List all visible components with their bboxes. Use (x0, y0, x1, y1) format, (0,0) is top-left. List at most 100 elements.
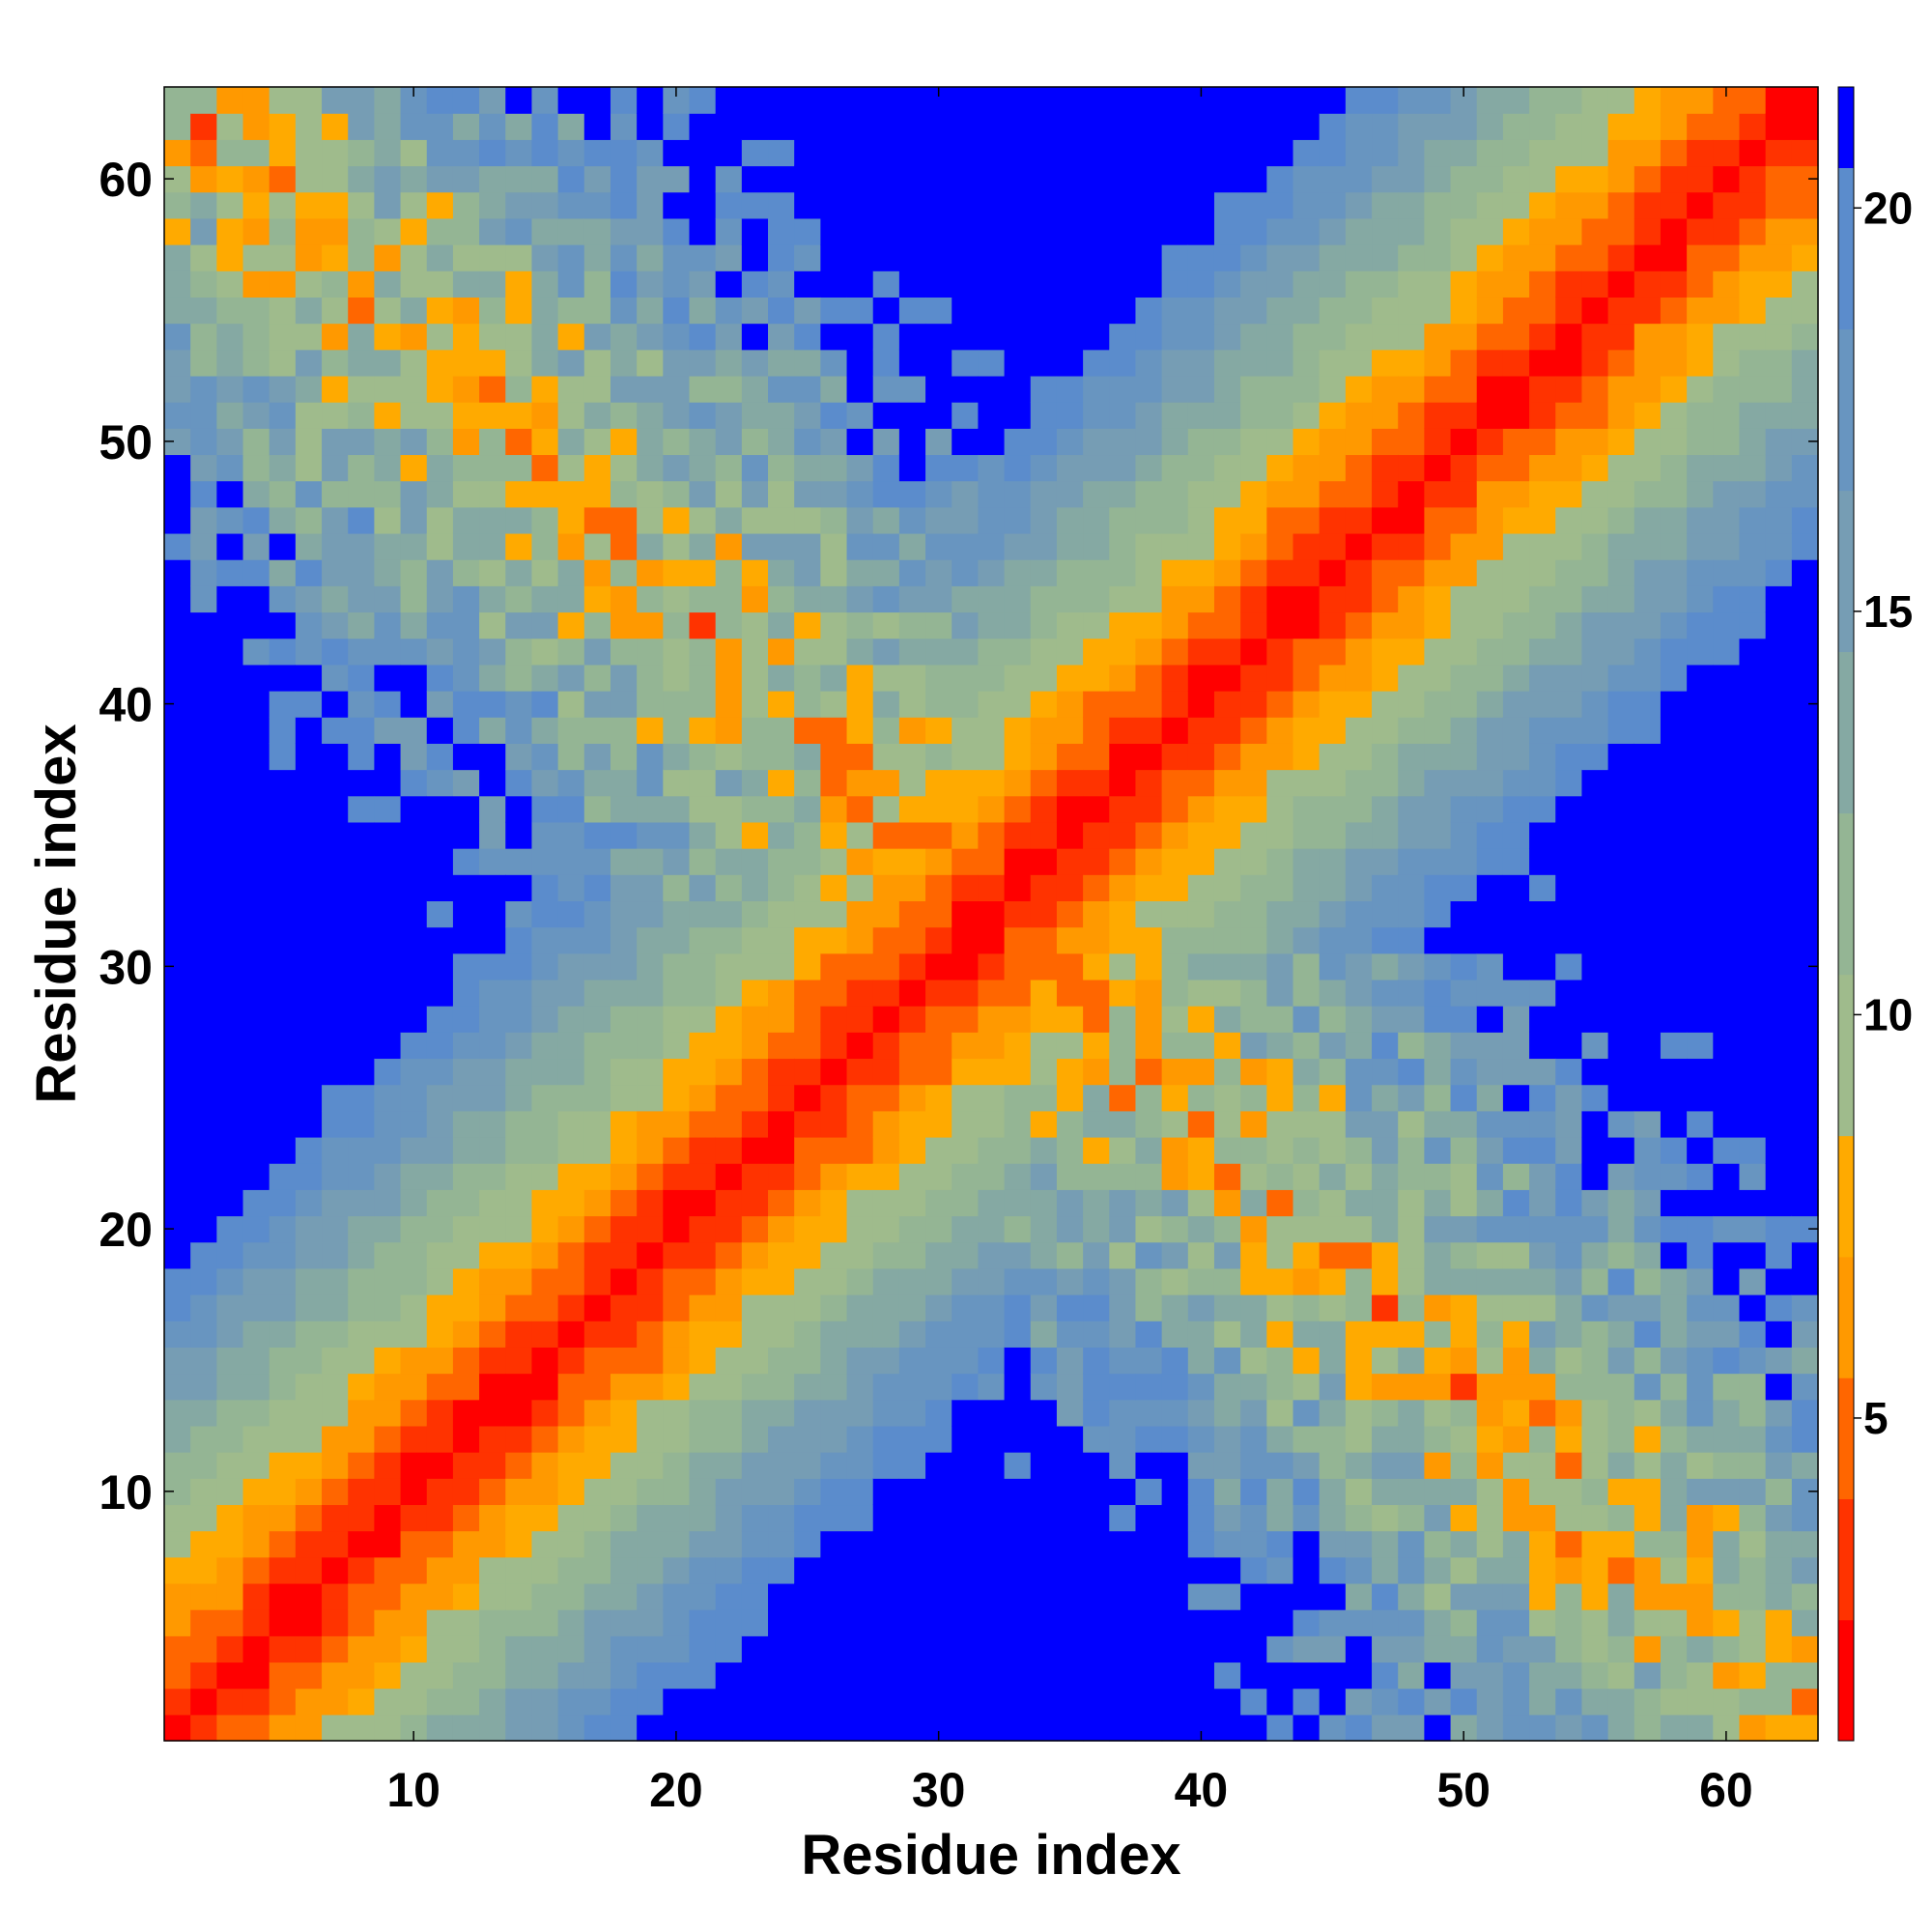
heatmap-cell (1187, 1452, 1215, 1479)
heatmap-cell (164, 1347, 191, 1375)
heatmap-cell (1739, 874, 1767, 902)
heatmap-cell (1293, 1189, 1321, 1217)
heatmap-cell (715, 1215, 743, 1243)
heatmap-cell (1502, 375, 1530, 403)
heatmap-cell (1476, 952, 1504, 980)
heatmap-cell (1266, 1189, 1294, 1217)
heatmap-cell (583, 1136, 611, 1164)
heatmap-cell (1213, 1635, 1241, 1663)
heatmap-cell (1398, 1215, 1425, 1243)
heatmap-cell (1529, 323, 1556, 351)
heatmap-cell (663, 585, 691, 613)
heatmap-cell (1004, 532, 1032, 560)
heatmap-cell (1765, 821, 1793, 849)
heatmap-cell (1765, 375, 1793, 403)
heatmap-cell (583, 402, 611, 429)
heatmap-cell (741, 480, 769, 508)
heatmap-cell (1398, 217, 1425, 245)
heatmap-cell (978, 638, 1006, 666)
heatmap-cell (1213, 1347, 1241, 1375)
heatmap-cell (479, 691, 506, 718)
heatmap-cell (768, 1215, 795, 1243)
heatmap-cell (1135, 1347, 1163, 1375)
heatmap-cell (1135, 1321, 1163, 1348)
heatmap-cell (794, 1399, 821, 1427)
heatmap-cell (1345, 638, 1373, 666)
heatmap-cell (794, 1347, 821, 1375)
heatmap-cell (452, 1635, 480, 1663)
heatmap-cell (1398, 1556, 1425, 1584)
heatmap-cell (872, 1530, 900, 1558)
heatmap-cell (768, 1530, 795, 1558)
heatmap-cell (1765, 611, 1793, 639)
heatmap-cell (610, 900, 638, 928)
heatmap-cell (794, 1530, 821, 1558)
heatmap-cell (1739, 1136, 1767, 1164)
heatmap-cell (1713, 585, 1741, 613)
heatmap-cell (1372, 113, 1399, 140)
heatmap-cell (1213, 1556, 1241, 1584)
heatmap-cell (1765, 1504, 1793, 1532)
heatmap-cell (1634, 743, 1662, 771)
heatmap-cell (846, 480, 874, 508)
heatmap-cell (1791, 743, 1819, 771)
heatmap-cell (1319, 1006, 1347, 1033)
heatmap-cell (1765, 638, 1793, 666)
heatmap-cell (846, 1136, 874, 1164)
heatmap-cell (1293, 217, 1321, 245)
heatmap-cell (1476, 1504, 1504, 1532)
heatmap-cell (1345, 664, 1373, 692)
heatmap-cell (1109, 874, 1137, 902)
heatmap-cell (741, 532, 769, 560)
heatmap-cell (1161, 1215, 1189, 1243)
heatmap-cell (1424, 1347, 1452, 1375)
heatmap-cell (1739, 1294, 1767, 1321)
heatmap-cell (978, 323, 1006, 351)
heatmap-cell (1739, 323, 1767, 351)
heatmap-cell (583, 1032, 611, 1060)
heatmap-cell (216, 1294, 244, 1321)
heatmap-cell (794, 585, 821, 613)
heatmap-cell (741, 1058, 769, 1086)
heatmap-cell (1056, 1373, 1084, 1401)
heatmap-cell (1056, 1582, 1084, 1610)
heatmap-cell (846, 1399, 874, 1427)
heatmap-cell (1555, 87, 1583, 114)
heatmap-cell (1529, 559, 1556, 586)
heatmap-cell (1372, 349, 1399, 377)
heatmap-cell (715, 1321, 743, 1348)
heatmap-cell (1424, 926, 1452, 954)
heatmap-cell (216, 585, 244, 613)
heatmap-cell (925, 848, 952, 875)
heatmap-cell (1240, 1189, 1267, 1217)
heatmap-cell (768, 611, 795, 639)
heatmap-cell (1345, 691, 1373, 718)
heatmap-cell (1660, 428, 1688, 456)
heatmap-cell (768, 1399, 795, 1427)
heatmap-cell (978, 821, 1006, 849)
heatmap-cell (715, 1452, 743, 1479)
heatmap-cell (1056, 717, 1084, 744)
heatmap-cell (1398, 926, 1425, 954)
heatmap-cell (768, 769, 795, 797)
heatmap-cell (1135, 217, 1163, 245)
heatmap-cell (1372, 559, 1399, 586)
heatmap-cell (216, 1267, 244, 1295)
heatmap-cell (242, 217, 270, 245)
heatmap-cell (1240, 874, 1267, 902)
heatmap-cell (1004, 874, 1032, 902)
heatmap-cell (426, 139, 454, 167)
heatmap-cell (820, 900, 848, 928)
heatmap-cell (400, 165, 428, 193)
heatmap-cell (1765, 1478, 1793, 1506)
heatmap-cell (1713, 506, 1741, 534)
heatmap-cell (242, 532, 270, 560)
heatmap-cell (1555, 217, 1583, 245)
heatmap-cell (583, 532, 611, 560)
heatmap-cell (1004, 1163, 1032, 1190)
heatmap-cell (1476, 1189, 1504, 1217)
heatmap-cell (374, 1136, 402, 1164)
heatmap-cell (898, 1688, 926, 1716)
heatmap-cell (846, 1163, 874, 1190)
heatmap-cell (663, 1058, 691, 1086)
